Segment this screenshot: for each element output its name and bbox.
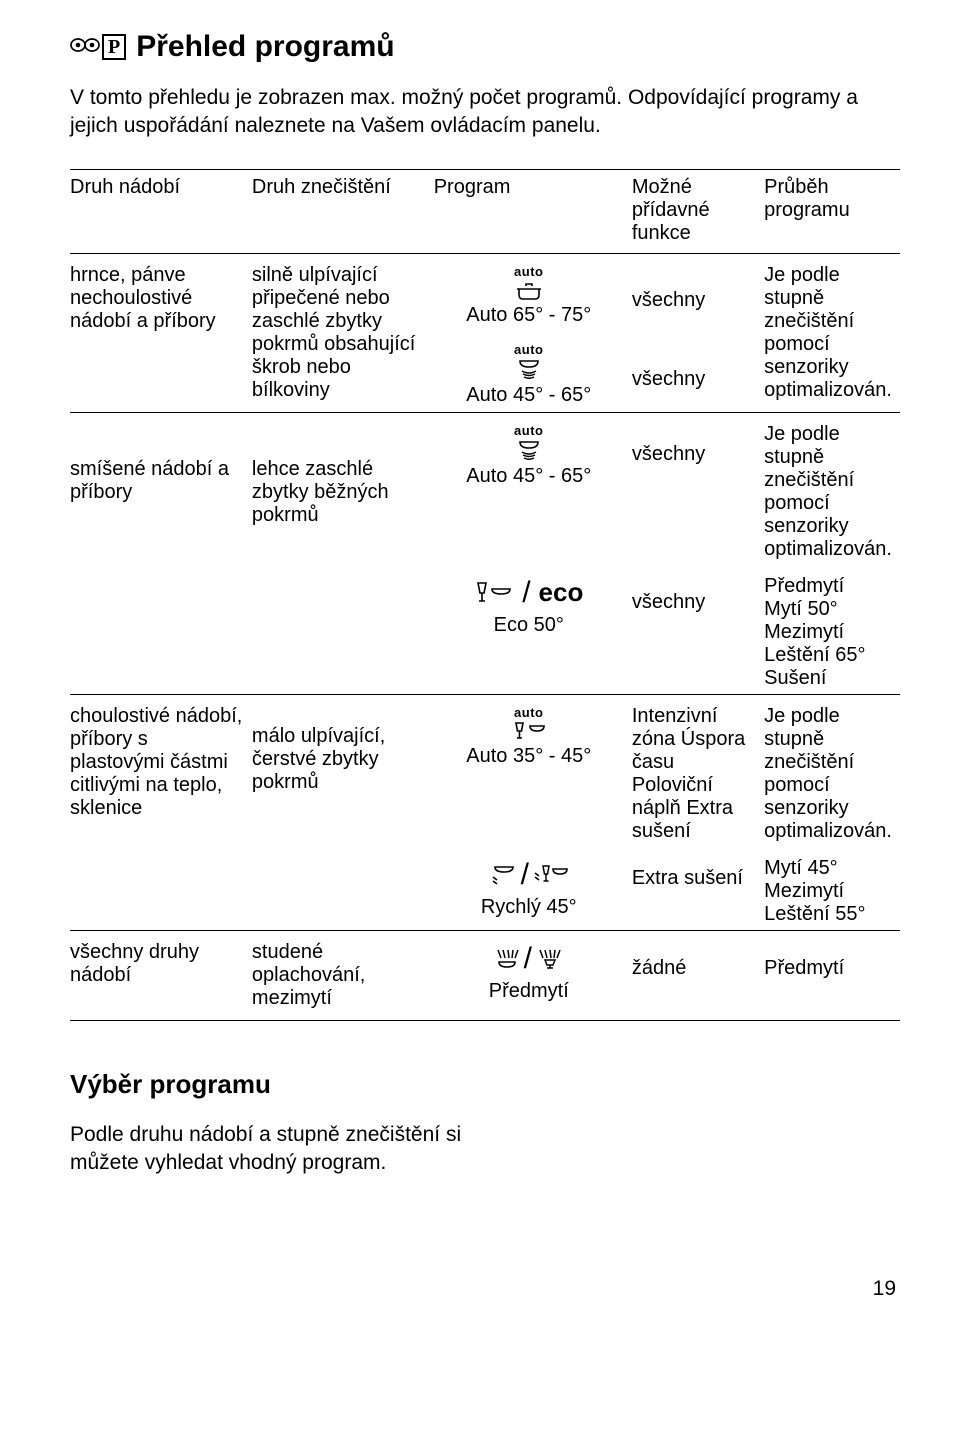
eco-label: eco [539, 577, 584, 608]
page-number: 19 [70, 1277, 900, 1301]
cell-prog-3a: auto Auto 35° - 45° [434, 694, 632, 853]
dish-auto-icon [514, 438, 544, 462]
cell-soil-4: studené oplachování, mezimytí [252, 930, 434, 1020]
cell-soil-1: silně ulpívající připečené nebo zaschlé … [252, 253, 434, 412]
cell-res-2a: Je podle stupně znečištění pomocí senzor… [764, 412, 900, 571]
th-options: Možné přídavné funkce [632, 169, 764, 253]
cell-opt-3a: Intenzivní zóna Úspora času Poloviční ná… [632, 694, 764, 853]
cell-prog-1a: auto Auto 65° - 75° [434, 253, 632, 338]
cell-dish-3: choulostivé nádobí, příbory s plastovými… [70, 694, 252, 930]
cell-prog-2a: auto Auto 45° - 65° [434, 412, 632, 571]
cell-soil-2: lehce zaschlé zbytky běžných pokrmů [252, 412, 434, 694]
slash-divider: / [520, 941, 536, 977]
cell-dish-2: smíšené nádobí a příbory [70, 412, 252, 694]
cell-res-2b: Předmytí Mytí 50° Mezimytí Leštění 65° S… [764, 571, 900, 695]
cell-res-1: Je podle stupně znečištění pomocí senzor… [764, 253, 900, 412]
cell-opt-3b: Extra sušení [632, 853, 764, 931]
quick-icon [489, 863, 517, 887]
prog-label: Rychlý 45° [434, 895, 624, 919]
section-body: Podle druhu nádobí a stupně znečištění s… [70, 1121, 500, 1178]
p-box: P [102, 34, 126, 60]
cell-opt-4: žádné [632, 930, 764, 1020]
prog-label: Předmytí [434, 979, 624, 1003]
rinse-glass-icon [536, 948, 564, 970]
cell-opt-2a: všechny [632, 412, 764, 571]
glass-auto-icon [512, 720, 546, 742]
auto-label: auto [434, 264, 624, 280]
prog-label: Eco 50° [434, 613, 624, 637]
cell-opt-1a: všechny [632, 253, 764, 338]
eye-glyph [70, 35, 100, 60]
th-dish: Druh nádobí [70, 169, 252, 253]
rinse-icon [494, 948, 520, 970]
cell-prog-3b: / Rychlý 45° [434, 853, 632, 931]
slash-divider: / [518, 575, 534, 611]
cell-dish-1: hrnce, pánve nechoulostivé nádobí a příb… [70, 253, 252, 412]
prog-label: Auto 45° - 65° [434, 383, 624, 407]
overview-icon: P [70, 34, 126, 60]
prog-label: Auto 35° - 45° [434, 744, 624, 768]
slash-divider: / [517, 857, 533, 893]
intro-text: V tomto přehledu je zobrazen max. možný … [70, 84, 900, 141]
quick-glass-icon [533, 863, 569, 887]
cell-opt-1b: všechny [632, 338, 764, 412]
auto-label: auto [434, 342, 624, 358]
th-result: Průběh programu [764, 169, 900, 253]
th-soil: Druh znečištění [252, 169, 434, 253]
cell-prog-4: / Předmytí [434, 930, 632, 1020]
auto-label: auto [434, 705, 624, 721]
section-title: Výběr programu [70, 1069, 900, 1100]
cell-prog-1b: auto Auto 45° - 65° [434, 338, 632, 412]
cell-soil-3: málo ulpívající, čerstvé zbytky pokrmů [252, 694, 434, 930]
cell-res-3a: Je podle stupně znečištění pomocí senzor… [764, 694, 900, 853]
prog-label: Auto 65° - 75° [434, 303, 624, 327]
cell-prog-2b: / eco Eco 50° [434, 571, 632, 695]
cell-dish-4: všechny druhy nádobí [70, 930, 252, 1020]
dish-auto-icon [514, 357, 544, 381]
pot-auto-icon [514, 279, 544, 301]
cell-res-4: Předmytí [764, 930, 900, 1020]
page-title: Přehled programů [136, 30, 394, 64]
cell-opt-2b: všechny [632, 571, 764, 695]
auto-label: auto [434, 423, 624, 439]
th-program: Program [434, 169, 632, 253]
programs-table: Druh nádobí Druh znečištění Program Možn… [70, 169, 900, 1021]
prog-label: Auto 45° - 65° [434, 464, 624, 488]
glass-dish-icon [474, 579, 514, 607]
cell-res-3b: Mytí 45° Mezimytí Leštění 55° [764, 853, 900, 931]
